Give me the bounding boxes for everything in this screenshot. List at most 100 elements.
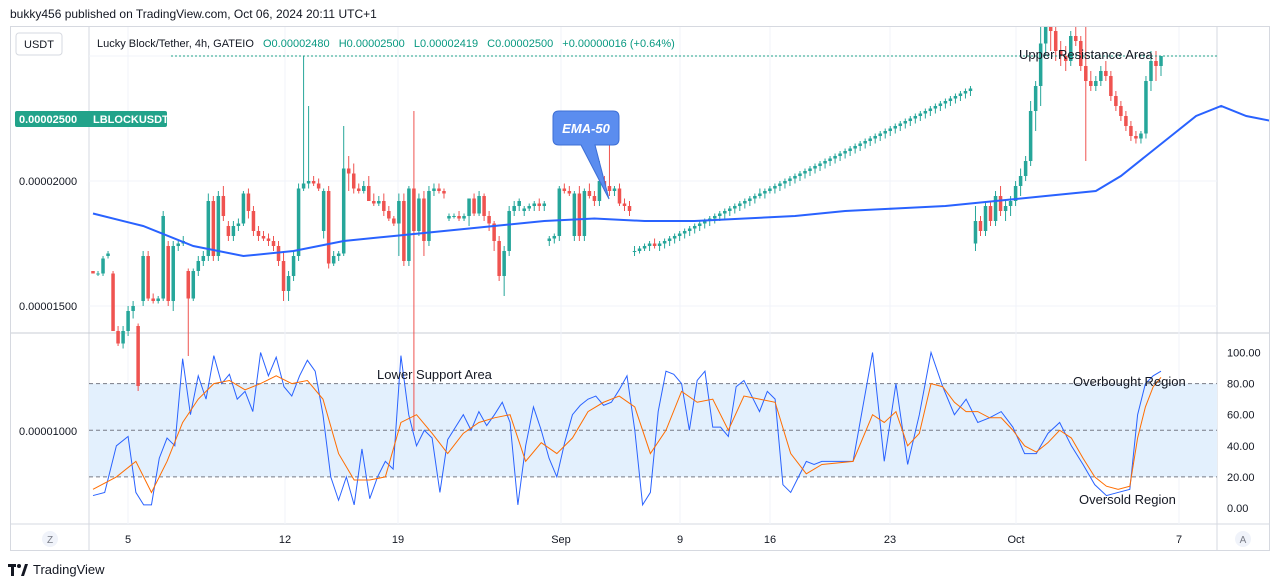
candle — [1068, 31, 1073, 66]
candle — [136, 323, 140, 391]
candle-body — [1023, 161, 1028, 176]
candle-body — [306, 181, 311, 184]
auto-scale-label[interactable]: A — [1240, 535, 1247, 546]
candle-body — [1043, 27, 1048, 44]
candle-body — [351, 173, 356, 189]
zoom-button-label[interactable]: Z — [47, 535, 53, 546]
candle — [1048, 27, 1053, 51]
candle — [1053, 27, 1058, 61]
candle-body — [1099, 71, 1103, 81]
candle — [1089, 71, 1093, 91]
candle-body — [1079, 41, 1083, 66]
candle-body — [291, 256, 296, 276]
candle — [763, 188, 767, 199]
candle — [753, 193, 757, 204]
candle-body — [597, 181, 602, 201]
candle — [1149, 51, 1153, 91]
candle-body — [1124, 116, 1128, 126]
candle-body — [271, 241, 276, 246]
candle — [657, 241, 662, 251]
candle-body — [241, 193, 246, 224]
candle-body — [647, 243, 652, 246]
candle-body — [1104, 71, 1108, 76]
candle — [587, 183, 592, 199]
candle — [682, 228, 687, 239]
candle — [823, 158, 827, 169]
candle-body — [843, 151, 847, 154]
candle — [231, 221, 236, 241]
candle — [913, 113, 918, 124]
candle-body — [301, 183, 306, 189]
candle — [582, 188, 587, 241]
chart-frame: USDT Lucky Block/Tether, 4h, GATEIO O0.0… — [10, 26, 1270, 551]
candle-body — [537, 203, 542, 206]
candle-body — [1134, 136, 1138, 139]
time-tick-label: 23 — [884, 534, 896, 546]
candle-body — [998, 196, 1003, 211]
candle — [457, 211, 461, 221]
candle — [331, 251, 336, 266]
candle — [427, 186, 431, 246]
candle-body — [116, 331, 120, 344]
candle-body — [808, 168, 812, 171]
last-price-badge — [15, 111, 167, 127]
candle — [407, 186, 411, 266]
candle-body — [552, 236, 557, 239]
candle — [351, 163, 356, 194]
candle-body — [497, 241, 501, 276]
candle — [1104, 61, 1108, 81]
candle — [803, 168, 807, 179]
candle — [878, 131, 882, 141]
candle-body — [146, 256, 150, 299]
chart-canvas[interactable]: USDT Lucky Block/Tether, 4h, GATEIO O0.0… — [11, 27, 1269, 550]
candle-body — [988, 206, 993, 221]
candle — [96, 271, 100, 276]
candle-body — [723, 211, 727, 214]
candle — [833, 153, 837, 164]
candle-body — [712, 216, 717, 219]
candle-body — [913, 116, 918, 119]
candle — [1119, 101, 1123, 121]
candle — [367, 176, 371, 201]
candle-body — [702, 221, 707, 224]
candle-body — [823, 161, 827, 164]
candle-body — [1119, 106, 1123, 116]
legend-open: O0.00002480 — [263, 38, 330, 50]
candle — [572, 191, 577, 241]
candle-body — [838, 153, 842, 156]
candle — [1063, 46, 1068, 71]
candle-body — [176, 243, 180, 246]
currency-button[interactable]: USDT — [24, 39, 54, 51]
candle — [1023, 156, 1028, 181]
candle-body — [156, 298, 160, 301]
candle — [236, 218, 241, 231]
candle-body — [577, 193, 582, 236]
candle — [246, 188, 251, 219]
candle-body — [106, 253, 110, 256]
candle — [983, 201, 988, 236]
candle — [447, 213, 451, 221]
candle-body — [1058, 51, 1063, 56]
candle-body — [758, 193, 762, 196]
candle — [642, 243, 647, 251]
candle-body — [492, 223, 496, 241]
candle-body — [266, 238, 271, 241]
legend-close: C0.00002500 — [487, 38, 553, 50]
candle — [612, 186, 617, 196]
candle-body — [1159, 56, 1163, 66]
candle — [748, 196, 752, 206]
candle-body — [873, 136, 877, 139]
candle-body — [733, 206, 737, 209]
price-axis: 0.00002000 0.00001500 0.00001000 — [19, 176, 77, 438]
candle — [442, 188, 446, 199]
oversold-label: Oversold Region — [1079, 492, 1176, 507]
candle — [562, 183, 567, 194]
candle — [472, 193, 476, 216]
candle — [783, 178, 787, 189]
candle — [963, 88, 968, 99]
candle — [201, 251, 206, 266]
candle — [221, 186, 226, 221]
candle-body — [527, 206, 531, 209]
candle-body — [392, 218, 396, 224]
candle-body — [1018, 176, 1023, 186]
